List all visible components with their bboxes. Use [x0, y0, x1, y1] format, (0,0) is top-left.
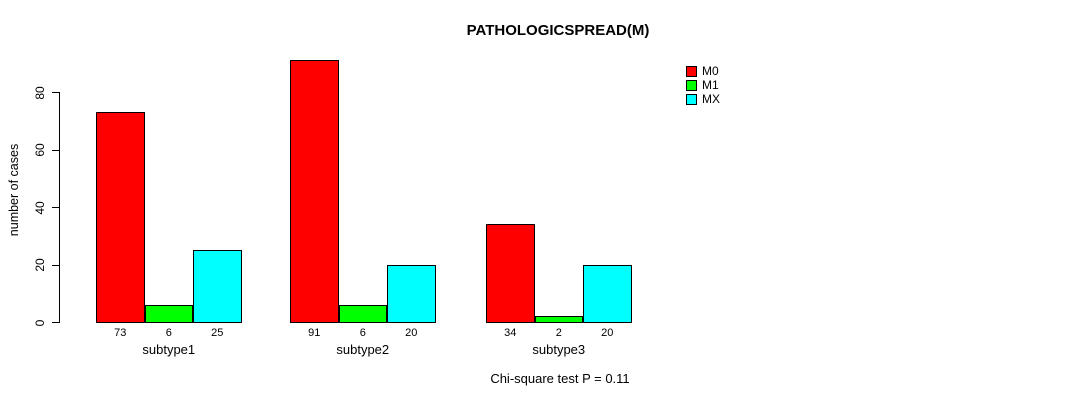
legend-label: MX	[702, 91, 720, 106]
legend-swatch-icon	[686, 80, 697, 92]
bar-value-label: 91	[308, 327, 321, 339]
chi-square-caption: Chi-square test P = 0.11	[490, 371, 630, 386]
y-axis-line	[59, 92, 60, 323]
bar-mx-subtype3	[583, 264, 632, 323]
y-tick-mark	[52, 264, 59, 266]
y-tick-label: 20	[33, 258, 47, 272]
bar-m1-subtype1	[144, 304, 193, 323]
bar-m0-subtype1	[96, 112, 145, 323]
bar-value-label: 20	[405, 327, 418, 339]
y-tick-label: 0	[33, 319, 47, 326]
legend-item-mx: MX	[686, 92, 720, 106]
bar-m0-subtype3	[486, 224, 535, 323]
y-tick-mark	[52, 207, 59, 208]
legend-label: M0	[702, 64, 719, 79]
legend-swatch-icon	[686, 93, 697, 105]
bar-value-label: 2	[555, 327, 562, 339]
bar-mx-subtype1	[193, 250, 242, 323]
legend-label: M1	[702, 78, 719, 93]
chart-title: PATHOLOGICSPREAD(M)	[466, 22, 650, 39]
y-tick-label: 40	[33, 200, 47, 215]
x-category-label-subtype2: subtype2	[336, 342, 390, 357]
y-tick-mark	[52, 322, 59, 323]
legend-swatch-icon	[686, 66, 697, 78]
bar-value-label: 6	[165, 327, 172, 339]
y-axis-label: number of cases	[7, 143, 21, 237]
bar-mx-subtype2	[387, 264, 436, 323]
legend-item-m0: M0	[686, 65, 720, 79]
legend: M0 M1 MX	[686, 65, 720, 106]
legend-item-m1: M1	[686, 79, 720, 93]
bar-value-label: 20	[601, 327, 614, 339]
y-tick-mark	[52, 92, 59, 93]
bar-m1-subtype3	[534, 316, 583, 323]
x-category-label-subtype3: subtype3	[532, 342, 586, 357]
bar-value-label: 6	[359, 327, 366, 339]
x-category-label-subtype1: subtype1	[142, 342, 196, 357]
y-tick-mark	[52, 149, 59, 151]
bar-m0-subtype2	[290, 60, 339, 323]
bar-value-label: 73	[114, 327, 127, 339]
y-tick-label: 80	[33, 85, 47, 100]
y-tick-label: 60	[33, 143, 47, 157]
bar-value-label: 34	[504, 327, 517, 339]
bar-value-label: 25	[211, 327, 224, 339]
bar-m1-subtype2	[338, 304, 387, 323]
